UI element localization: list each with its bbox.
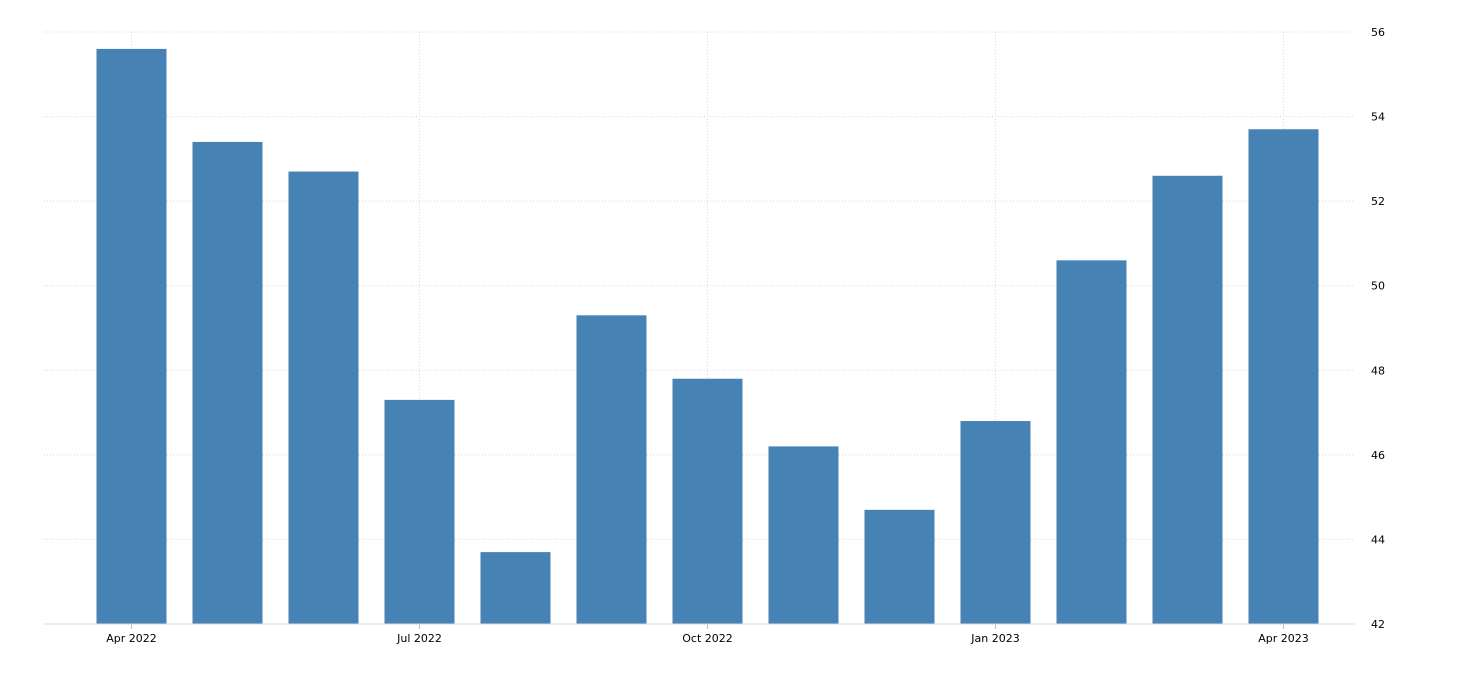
bar-jan-2023 [960,421,1031,624]
y-tick-label: 50 [1371,280,1385,293]
bars [96,48,1319,625]
y-tick-label: 42 [1371,618,1385,631]
x-tick-label: Jul 2022 [396,632,442,645]
y-tick-label: 48 [1371,364,1385,377]
y-tick-label: 44 [1371,533,1385,546]
y-tick-label: 54 [1371,111,1385,124]
y-tick-label: 46 [1371,449,1385,462]
y-tick-label: 56 [1371,26,1385,39]
bar-may-2022 [192,141,263,624]
x-tick-label: Jan 2023 [970,632,1019,645]
bar-jun-2022 [288,171,359,625]
bar-apr-2022 [96,48,167,624]
bar-sep-2022 [576,315,647,624]
bar-feb-2023 [1056,260,1127,624]
bar-dec-2022 [864,509,935,624]
y-tick-label: 52 [1371,195,1385,208]
x-tick-label: Oct 2022 [682,632,733,645]
bar-aug-2022 [480,552,551,624]
x-tick-label: Apr 2022 [106,632,157,645]
bar-mar-2023 [1152,175,1223,624]
bar-apr-2023 [1248,129,1319,624]
bar-jul-2022 [384,399,455,624]
bar-oct-2022 [672,378,743,624]
axes: 42 44 46 48 50 52 54 56 Apr 2022 Jul 2022 Oct 2022… [44,26,1385,645]
x-tick-label: Apr 2023 [1258,632,1309,645]
bar-nov-2022 [768,446,839,624]
